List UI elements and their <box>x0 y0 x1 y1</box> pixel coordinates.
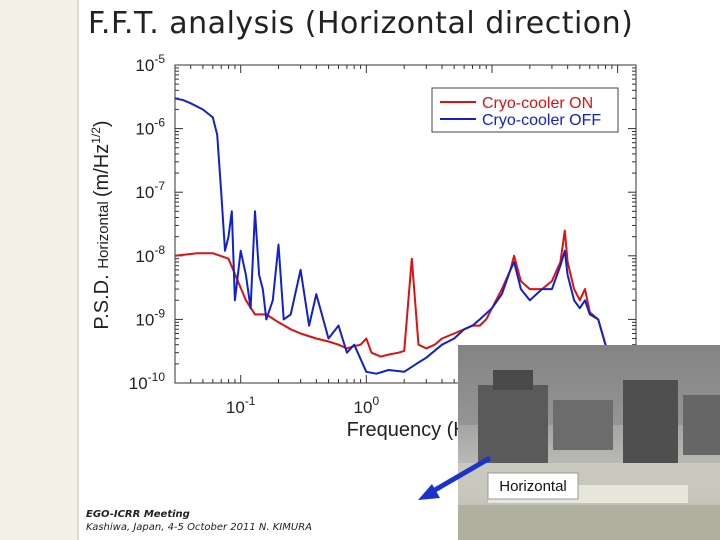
floor <box>458 505 720 540</box>
footer: EGO-ICRR Meeting Kashiwa, Japan, 4-5 Oct… <box>86 509 312 533</box>
legend-label: Cryo-cooler ON <box>482 95 593 112</box>
x-axis-label: Frequency (Hz) <box>347 419 485 441</box>
y-tick-label: 10-5 <box>135 52 165 75</box>
machine-top-left <box>493 370 533 390</box>
legend-box <box>431 87 619 133</box>
y-tick-label: 10-8 <box>135 243 165 266</box>
apparatus-photo: Horizontal <box>458 345 720 540</box>
y-tick-label: 10-7 <box>135 179 165 202</box>
machine-block-far-right <box>683 395 720 455</box>
x-tick-label: 10-1 <box>226 394 256 417</box>
machine-block-right <box>623 380 678 470</box>
horizontal-label: Horizontal <box>499 478 567 495</box>
left-decor-line <box>77 0 79 540</box>
slide-title: F.F.T. analysis (Horizontal direction) <box>88 6 634 41</box>
series-line-off <box>174 97 633 375</box>
y-tick-label: 10-10 <box>129 370 166 393</box>
footer-meeting: EGO-ICRR Meeting <box>86 509 190 520</box>
machine-block-left <box>478 385 548 465</box>
x-tick-label: 100 <box>354 394 380 417</box>
apparatus-drawing: Horizontal <box>458 345 720 540</box>
y-tick-label: 10-6 <box>135 116 165 139</box>
y-tick-label: 10-9 <box>135 306 165 329</box>
footer-venue: Kashiwa, Japan, 4-5 October 2011 N. KIMU… <box>86 522 312 533</box>
legend-label: Cryo-cooler OFF <box>482 112 601 129</box>
y-axis-label: P.S.D. Horizontal (m/Hz1/2) <box>89 120 113 329</box>
series-line-on <box>174 229 633 373</box>
machine-block-center <box>553 400 613 450</box>
left-decor-bar <box>0 0 77 540</box>
